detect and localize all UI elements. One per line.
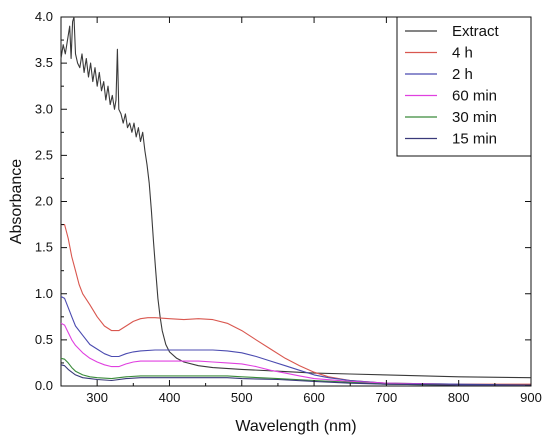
y-tick-label-8: 4.0 xyxy=(35,9,53,24)
legend-label-4: 30 min xyxy=(452,109,497,126)
series-line-5 xyxy=(60,364,531,386)
x-tick-label-6: 900 xyxy=(520,390,542,405)
series-layer xyxy=(60,16,532,386)
axes-layer: 300 400 500 600 700 800 900 0.0 0.5 1.0 1.5 2.0 2.5 3… xyxy=(35,9,542,405)
series-line-0 xyxy=(60,16,532,379)
y-tick-label-5: 2.5 xyxy=(35,147,53,162)
legend-label-0: Extract xyxy=(452,23,500,40)
legend-label-5: 15 min xyxy=(452,131,497,148)
x-tick-label-1: 400 xyxy=(159,390,181,405)
legend-box xyxy=(396,16,532,157)
x-axis-title: Wavelength (nm) xyxy=(235,418,356,435)
x-tick-label-0: 300 xyxy=(86,390,108,405)
y-tick-label-6: 3.0 xyxy=(35,101,53,116)
x-tick-label-3: 600 xyxy=(303,390,325,405)
legend-label-3: 60 min xyxy=(452,88,497,105)
series-line-3 xyxy=(60,322,531,386)
series-line-1 xyxy=(61,224,531,385)
y-tick-label-7: 3.5 xyxy=(35,55,53,70)
x-tick-label-5: 800 xyxy=(448,390,470,405)
y-tick-label-2: 1.0 xyxy=(35,286,53,301)
x-tick-label-4: 700 xyxy=(376,390,398,405)
y-tick-label-4: 2.0 xyxy=(35,194,53,209)
legend-label-2: 2 h xyxy=(452,66,473,83)
y-tick-label-1: 0.5 xyxy=(35,332,53,347)
y-tick-label-0: 0.0 xyxy=(35,378,53,393)
y-axis-title: Absorbance xyxy=(8,159,25,244)
x-tick-label-2: 500 xyxy=(231,390,253,405)
series-line-2 xyxy=(60,296,532,386)
legend-label-1: 4 h xyxy=(452,45,473,62)
y-tick-label-3: 1.5 xyxy=(35,240,53,255)
legend: Extract 4 h 2 h 60 min 30 min 15 min xyxy=(396,16,532,157)
series-line-4 xyxy=(60,357,531,386)
